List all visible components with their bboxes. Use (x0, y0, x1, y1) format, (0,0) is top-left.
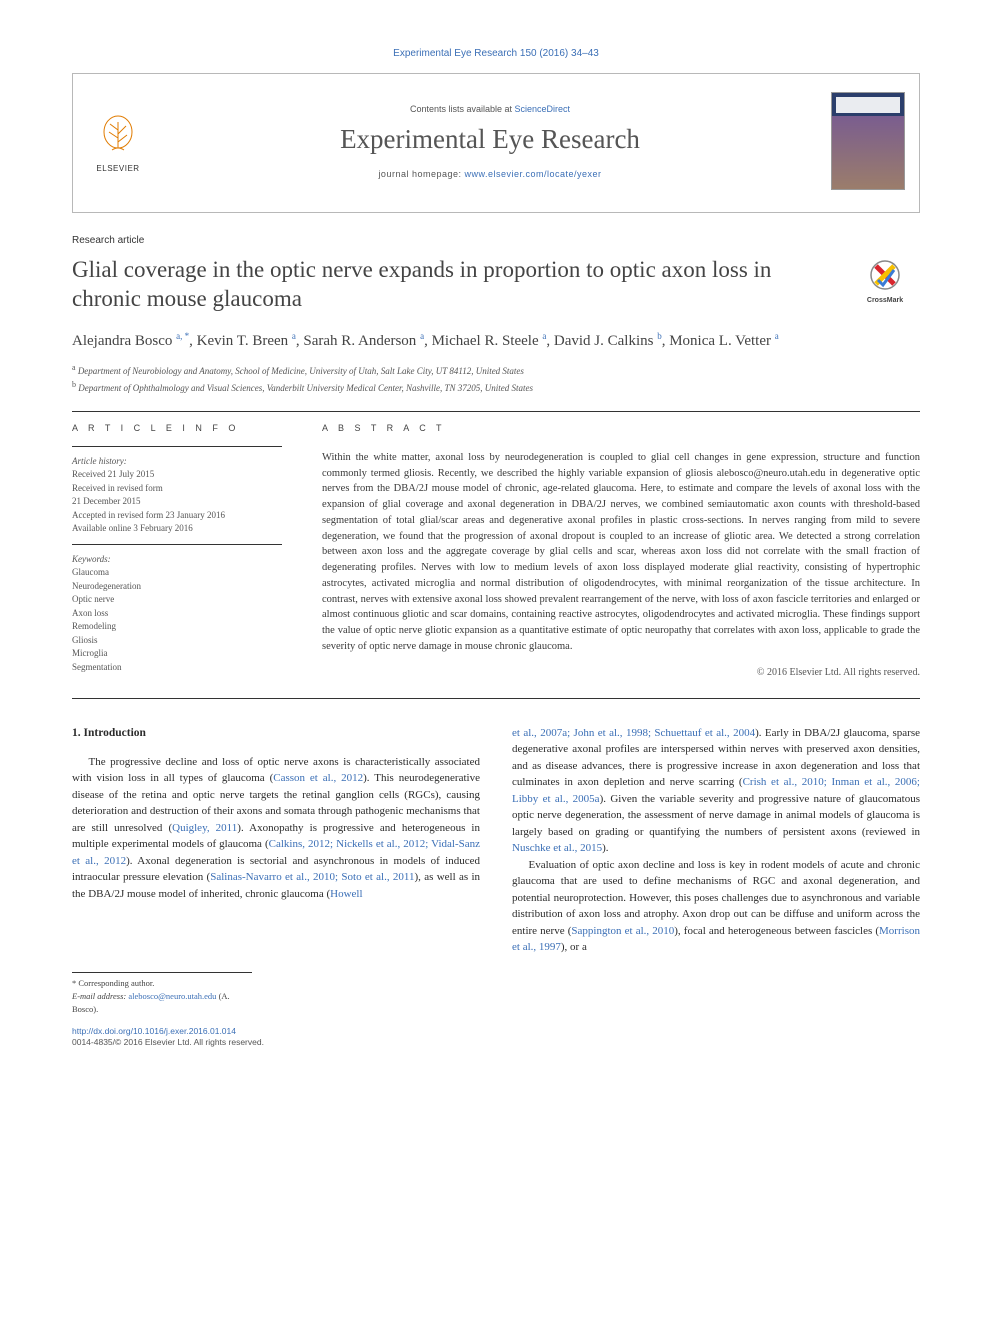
affil-a-text: Department of Neurobiology and Anatomy, … (78, 366, 524, 376)
keyword-item: Axon loss (72, 607, 282, 621)
t: ), focal and heterogeneous between fasci… (674, 925, 879, 937)
crossmark-label: CrossMark (850, 297, 920, 304)
keyword-item: Remodeling (72, 620, 282, 634)
sciencedirect-link[interactable]: ScienceDirect (515, 104, 571, 114)
affiliations: a Department of Neurobiology and Anatomy… (72, 362, 920, 395)
abstract-copyright: © 2016 Elsevier Ltd. All rights reserved… (322, 665, 920, 680)
info-header: A R T I C L E I N F O (72, 422, 282, 436)
rule-top (72, 411, 920, 412)
elsevier-logo: ELSEVIER (87, 110, 149, 173)
keywords-list: GlaucomaNeurodegenerationOptic nerveAxon… (72, 566, 282, 674)
issn-line: 0014-4835/© 2016 Elsevier Ltd. All right… (72, 1037, 264, 1047)
intro-p1: The progressive decline and loss of opti… (72, 754, 480, 903)
article-info: A R T I C L E I N F O Article history: R… (72, 422, 282, 679)
history-item: Available online 3 February 2016 (72, 522, 282, 536)
cite-link[interactable]: et al., 2007a; John et al., 1998; Schuet… (512, 727, 755, 739)
rule-bottom (72, 698, 920, 699)
title-row: Glial coverage in the optic nerve expand… (72, 256, 920, 314)
crossmark-icon (870, 260, 900, 290)
keyword-item: Gliosis (72, 634, 282, 648)
cite-link[interactable]: Sappington et al., 2010 (571, 925, 674, 937)
journal-header: ELSEVIER Contents lists available at Sci… (72, 73, 920, 213)
intro-heading: 1. Introduction (72, 725, 480, 742)
t: ), or a (561, 941, 587, 953)
affil-b-text: Department of Ophthalmology and Visual S… (78, 383, 533, 393)
contents-line: Contents lists available at ScienceDirec… (159, 104, 821, 114)
history-list: Received 21 July 2015Received in revised… (72, 468, 282, 536)
body-columns: 1. Introduction The progressive decline … (72, 725, 920, 1016)
intro-p1-cont: et al., 2007a; John et al., 1998; Schuet… (512, 725, 920, 857)
abstract-header: A B S T R A C T (322, 422, 920, 436)
keyword-item: Neurodegeneration (72, 580, 282, 594)
keywords-label: Keywords: (72, 553, 282, 567)
keyword-item: Glaucoma (72, 566, 282, 580)
email-label: E-mail address: (72, 991, 126, 1001)
homepage-prefix: journal homepage: (378, 169, 464, 179)
cite-link[interactable]: Howell (330, 888, 362, 900)
homepage-link[interactable]: www.elsevier.com/locate/yexer (465, 169, 602, 179)
cite-link[interactable]: Quigley, 2011 (172, 822, 237, 834)
keyword-item: Optic nerve (72, 593, 282, 607)
history-item: Received in revised form (72, 482, 282, 496)
cover-thumbnail (831, 92, 905, 190)
contents-prefix: Contents lists available at (410, 104, 515, 114)
crossmark-badge[interactable]: CrossMark (850, 256, 920, 304)
article-type: Research article (72, 235, 920, 246)
body-col-left: 1. Introduction The progressive decline … (72, 725, 480, 1016)
t: ). (602, 842, 608, 854)
history-item: 21 December 2015 (72, 495, 282, 509)
elsevier-logo-text: ELSEVIER (96, 164, 139, 173)
journal-title: Experimental Eye Research (159, 124, 821, 155)
cite-link[interactable]: Casson et al., 2012 (273, 772, 363, 784)
body-col-right: et al., 2007a; John et al., 1998; Schuet… (512, 725, 920, 1016)
affil-b: b Department of Ophthalmology and Visual… (72, 379, 920, 396)
email-link[interactable]: alebosco@neuro.utah.edu (128, 991, 216, 1001)
corr-author: * Corresponding author. (72, 977, 252, 990)
cite-link[interactable]: Nuschke et al., 2015 (512, 842, 602, 854)
abstract-text: Within the white matter, axonal loss by … (322, 450, 920, 655)
running-citation: Experimental Eye Research 150 (2016) 34–… (72, 48, 920, 59)
page: Experimental Eye Research 150 (2016) 34–… (0, 0, 992, 1089)
corr-email-line: E-mail address: alebosco@neuro.utah.edu … (72, 990, 252, 1016)
keyword-item: Microglia (72, 647, 282, 661)
header-center: Contents lists available at ScienceDirec… (149, 104, 831, 179)
elsevier-tree-icon (92, 110, 144, 162)
history-item: Accepted in revised form 23 January 2016 (72, 509, 282, 523)
article-title: Glial coverage in the optic nerve expand… (72, 256, 834, 314)
abstract: A B S T R A C T Within the white matter,… (322, 422, 920, 679)
homepage-line: journal homepage: www.elsevier.com/locat… (159, 169, 821, 179)
history-label: Article history: (72, 455, 282, 469)
history-item: Received 21 July 2015 (72, 468, 282, 482)
keyword-item: Segmentation (72, 661, 282, 675)
page-footer: http://dx.doi.org/10.1016/j.exer.2016.01… (72, 1026, 920, 1050)
doi-link[interactable]: http://dx.doi.org/10.1016/j.exer.2016.01… (72, 1026, 236, 1036)
author-list: Alejandra Bosco a, *, Kevin T. Breen a, … (72, 330, 920, 353)
info-abstract-row: A R T I C L E I N F O Article history: R… (72, 422, 920, 679)
intro-p2: Evaluation of optic axon decline and los… (512, 857, 920, 956)
cite-link[interactable]: Salinas-Navarro et al., 2010; Soto et al… (210, 871, 414, 883)
corresponding-footnote: * Corresponding author. E-mail address: … (72, 972, 252, 1015)
affil-a: a Department of Neurobiology and Anatomy… (72, 362, 920, 379)
